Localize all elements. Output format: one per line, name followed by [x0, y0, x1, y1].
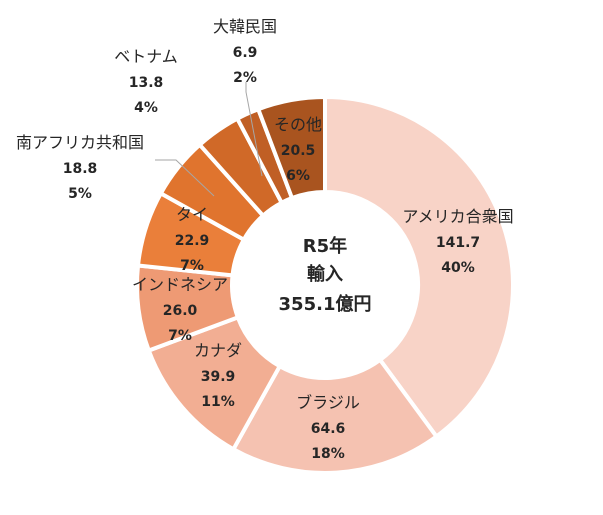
slice-label-name-7: 大韓民国 — [213, 17, 277, 36]
slice-label-percent-5: 5% — [68, 186, 92, 202]
slice-label-percent-8: 6% — [286, 168, 310, 184]
slice-0 — [323, 94, 515, 440]
slice-label-percent-3: 7% — [168, 328, 192, 344]
slice-label-value-7: 6.9 — [233, 45, 258, 61]
slice-1 — [230, 357, 440, 475]
slice-label-value-3: 26.0 — [163, 303, 198, 319]
slice-label-name-6: ベトナム — [114, 47, 178, 66]
slice-label-percent-4: 7% — [180, 258, 204, 274]
slice-label-percent-1: 18% — [311, 446, 345, 462]
leader-line-7 — [245, 82, 263, 177]
slice-label-percent-7: 2% — [233, 70, 257, 86]
center-label-line-2: 輸入 — [307, 263, 343, 285]
donut-slices — [135, 94, 515, 475]
slice-label-value-2: 39.9 — [201, 369, 236, 385]
leader-line-5 — [155, 159, 215, 197]
slice-label-percent-2: 11% — [201, 394, 235, 410]
slice-8 — [255, 94, 327, 201]
slice-label-value-1: 64.6 — [311, 421, 346, 437]
slice-label-name-4: タイ — [176, 205, 208, 224]
slice-label-value-8: 20.5 — [281, 143, 316, 159]
slice-label-value-0: 141.7 — [436, 235, 480, 251]
slice-label-value-5: 18.8 — [63, 161, 98, 177]
slice-label-name-3: インドネシア — [132, 275, 228, 294]
slice-label-percent-6: 4% — [134, 100, 158, 116]
center-label-line-1: R5年 — [303, 235, 347, 257]
slice-label-value-6: 13.8 — [129, 75, 164, 91]
slice-label-name-0: アメリカ合衆国 — [402, 207, 513, 226]
slice-label-value-4: 22.9 — [175, 233, 210, 249]
slice-label-name-2: カナダ — [194, 341, 242, 360]
leader-lines — [155, 82, 263, 197]
slice-label-name-1: ブラジル — [296, 393, 360, 412]
slice-label-percent-0: 40% — [441, 260, 475, 276]
slice-labels: アメリカ合衆国 141.7 40% ブラジル 64.6 18% カナダ 39.9 11% インドネ… — [16, 17, 514, 462]
slice-label-name-5: 南アフリカ共和国 — [16, 133, 144, 152]
slice-label-name-8: その他 — [274, 115, 322, 134]
center-label-line-3: 355.1億円 — [279, 293, 372, 315]
